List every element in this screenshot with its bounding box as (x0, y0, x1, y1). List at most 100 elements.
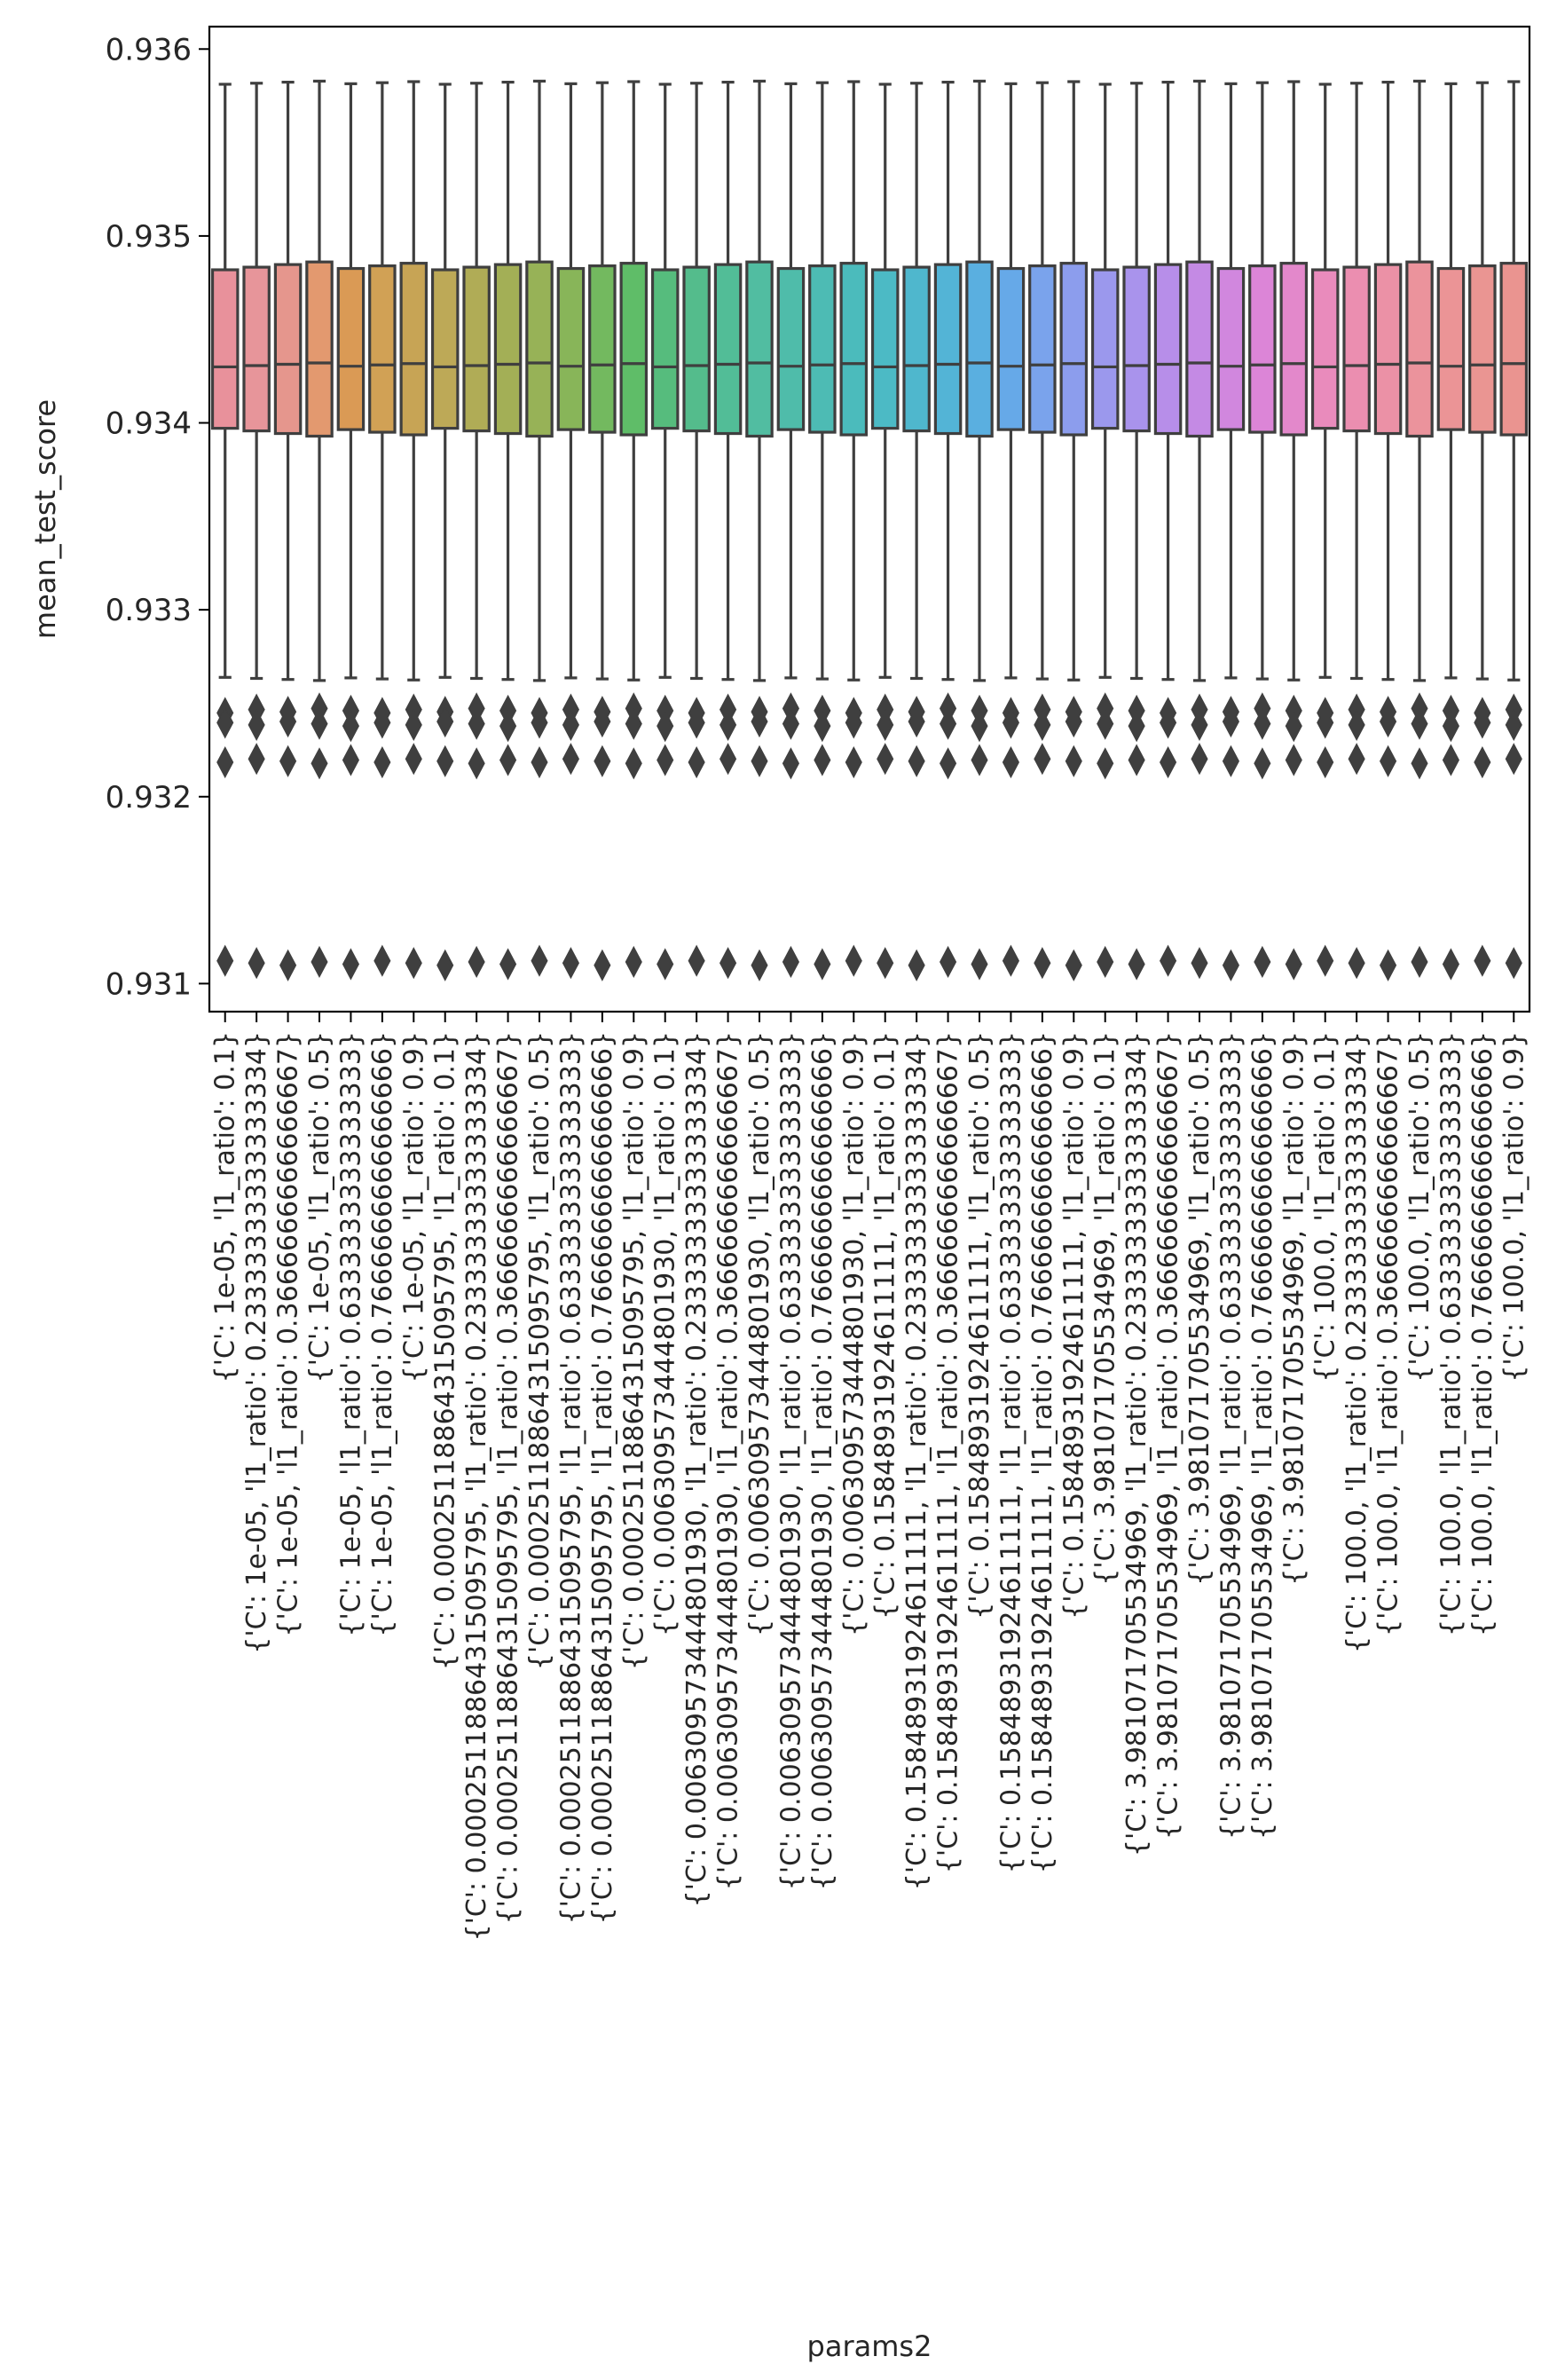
outlier-marker (1002, 944, 1019, 977)
outlier-marker (782, 747, 799, 780)
box-body (808, 264, 837, 434)
x-tick-label: {'C': 100.0, 'l1_ratio': 0.7666666666666… (1467, 1031, 1498, 1636)
outlier-marker (688, 944, 705, 977)
x-tick-label: {'C': 0.006309573444801930, 'l1_ratio': … (838, 1031, 869, 1636)
box-13 (619, 80, 649, 682)
x-tick-label: {'C': 1e-05, 'l1_ratio': 0.1} (210, 1031, 241, 1383)
box-25 (996, 82, 1026, 680)
outlier-marker (657, 948, 674, 981)
outlier-marker (1191, 947, 1208, 980)
outlier-marker (720, 708, 737, 741)
outlier-marker (1285, 948, 1302, 981)
box-8 (462, 82, 491, 681)
box-9 (493, 80, 523, 682)
x-tick-label: {'C': 0.15848931924611111, 'l1_ratio': 0… (1027, 1031, 1058, 1873)
box-33 (1248, 81, 1277, 681)
box-body (1405, 260, 1434, 438)
x-tick-label: {'C': 1e-05, 'l1_ratio': 0.9} (398, 1031, 429, 1383)
x-tick-label: {'C': 0.15848931924611111, 'l1_ratio': 0… (1058, 1031, 1089, 1620)
box-7 (430, 83, 460, 679)
box-39 (1436, 82, 1466, 680)
x-tick-label: {'C': 0.006309573444801930, 'l1_ratio': … (650, 1031, 681, 1636)
outlier-marker (1097, 707, 1114, 740)
outlier-marker (594, 705, 611, 738)
outlier-marker (1442, 744, 1459, 776)
x-tick-label: {'C': 1e-05, 'l1_ratio': 0.3666666666666… (273, 1031, 304, 1637)
outlier-marker (1442, 948, 1459, 981)
x-tick-label: {'C': 3.981071705534969, 'l1_ratio': 0.5… (1184, 1031, 1215, 1586)
box-10 (525, 79, 554, 682)
outlier-marker (908, 705, 925, 738)
outlier-marker (751, 949, 768, 981)
box-1 (242, 82, 271, 681)
outlier-marker (1474, 944, 1491, 977)
x-tick-label: {'C': 0.006309573444801930, 'l1_ratio': … (744, 1031, 775, 1636)
box-body (713, 263, 743, 436)
outlier-marker (940, 747, 957, 780)
y-axis-label: mean_test_score (28, 399, 62, 639)
box-body (870, 268, 900, 430)
x-tick-label: {'C': 0.00025118864315095795, 'l1_ratio'… (524, 1031, 555, 1670)
box-11 (556, 82, 586, 680)
box-body (933, 263, 963, 436)
outlier-marker (436, 745, 454, 777)
box-34 (1279, 80, 1309, 682)
x-tick-label: {'C': 100.0, 'l1_ratio': 0.3666666666666… (1373, 1031, 1404, 1636)
box-20 (839, 80, 869, 682)
y-tick-label: 0.931 (106, 966, 192, 1002)
box-body (210, 268, 240, 430)
outlier-marker (468, 945, 485, 979)
box-4 (336, 82, 366, 680)
outlier-marker (1254, 707, 1271, 740)
outlier-marker (1034, 743, 1051, 776)
outlier-marker (342, 744, 359, 776)
outlier-marker (562, 743, 579, 776)
box-22 (902, 82, 931, 681)
box-body (1310, 268, 1340, 430)
x-tick-label: {'C': 0.006309573444801930, 'l1_ratio': … (681, 1031, 712, 1907)
box-41 (1499, 80, 1529, 682)
x-axis: {'C': 1e-05, 'l1_ratio': 0.1} {'C': 1e-05… (210, 1012, 1529, 1942)
box-40 (1468, 81, 1497, 681)
outlier-marker (720, 743, 737, 776)
outlier-marker (625, 945, 642, 979)
box-body (462, 265, 491, 433)
outlier-marker (405, 743, 422, 776)
outlier-marker (877, 743, 894, 776)
outlier-marker (782, 945, 799, 979)
box-38 (1405, 79, 1434, 682)
outlier-marker (657, 710, 674, 743)
outlier-marker (531, 706, 548, 739)
outlier-marker (971, 710, 988, 743)
outlier-marker (248, 743, 265, 776)
box-17 (745, 79, 774, 682)
outlier-marker (531, 944, 548, 977)
outlier-marker (751, 745, 768, 777)
box-body (430, 268, 460, 430)
box-27 (1059, 80, 1089, 682)
box-29 (1122, 82, 1151, 681)
outlier-marker (625, 747, 642, 780)
box-body (650, 268, 680, 430)
box-21 (870, 83, 900, 679)
outlier-marker (468, 707, 485, 740)
outlier-marker (940, 707, 957, 740)
box-6 (399, 80, 429, 682)
x-tick-label: {'C': 1e-05, 'l1_ratio': 0.7666666666666… (367, 1031, 398, 1637)
box-24 (965, 79, 994, 682)
y-axis: 0.931 0.932 0.933 0.934 0.935 0.936 (106, 32, 209, 1002)
x-tick-label: {'C': 0.00025118864315095795, 'l1_ratio'… (430, 1031, 461, 1670)
box-23 (933, 80, 963, 682)
box-31 (1185, 79, 1214, 682)
box-body (1028, 264, 1057, 434)
box-body (745, 260, 774, 438)
box-15 (682, 82, 711, 681)
outlier-marker (814, 744, 831, 776)
outlier-marker (1128, 710, 1145, 743)
box-body (1153, 263, 1183, 436)
outlier-marker (374, 745, 391, 779)
box-body (1468, 264, 1497, 434)
outlier-marker (1128, 744, 1145, 776)
box-body (399, 262, 429, 437)
